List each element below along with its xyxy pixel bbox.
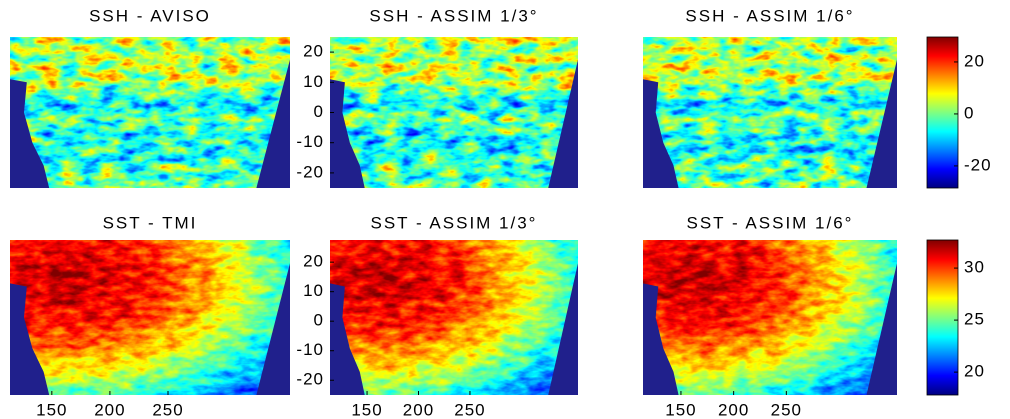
colorbar-tick-label: 20 bbox=[964, 362, 985, 381]
x-tick-label: 150 bbox=[36, 400, 67, 419]
x-tick-label: 250 bbox=[454, 400, 485, 419]
x-tick-label: 250 bbox=[152, 400, 183, 419]
x-tick-label: 250 bbox=[771, 400, 802, 419]
y-tick-label: 20 bbox=[303, 252, 324, 271]
map-panel bbox=[643, 37, 897, 188]
map-panel bbox=[330, 37, 578, 188]
map-panel bbox=[643, 240, 897, 395]
panel-title: SST - TMI bbox=[103, 213, 198, 232]
colorbar bbox=[926, 239, 959, 396]
colorbar-tick-label: 20 bbox=[964, 51, 985, 70]
x-tick-label: 200 bbox=[94, 400, 125, 419]
y-tick-label: 0 bbox=[314, 311, 324, 330]
panel-title: SSH - ASSIM 1/6° bbox=[685, 6, 854, 25]
y-tick-label: 0 bbox=[314, 102, 324, 121]
ocean-field bbox=[643, 240, 897, 395]
ocean-field bbox=[10, 240, 290, 395]
ocean-field bbox=[10, 37, 290, 188]
x-tick-label: 150 bbox=[665, 400, 696, 419]
y-tick-label: -10 bbox=[296, 132, 324, 151]
map-panel bbox=[330, 240, 578, 395]
y-tick-label: 20 bbox=[303, 42, 324, 61]
y-tick-label: -10 bbox=[296, 340, 324, 359]
ocean-field bbox=[643, 37, 897, 188]
y-tick-label: -20 bbox=[296, 370, 324, 389]
map-panel bbox=[10, 240, 290, 395]
y-tick-label: 10 bbox=[303, 72, 324, 91]
map-panel bbox=[10, 37, 290, 188]
panel-title: SSH - ASSIM 1/3° bbox=[369, 6, 538, 25]
colorbar-tick-label: 0 bbox=[964, 103, 974, 122]
x-tick-label: 150 bbox=[351, 400, 382, 419]
y-tick-label: 10 bbox=[303, 281, 324, 300]
y-tick-label: -20 bbox=[296, 162, 324, 181]
panel-title: SSH - AVISO bbox=[89, 6, 211, 25]
x-tick-label: 200 bbox=[718, 400, 749, 419]
colorbar bbox=[926, 36, 959, 189]
colorbar-tick-label: -20 bbox=[964, 155, 992, 174]
x-tick-label: 200 bbox=[403, 400, 434, 419]
colorbar-tick-label: 30 bbox=[964, 258, 985, 277]
ocean-field bbox=[330, 37, 578, 188]
colorbar-tick-label: 25 bbox=[964, 310, 985, 329]
panel-title: SST - ASSIM 1/3° bbox=[371, 213, 538, 232]
ocean-field bbox=[330, 240, 578, 395]
panel-title: SST - ASSIM 1/6° bbox=[687, 213, 854, 232]
